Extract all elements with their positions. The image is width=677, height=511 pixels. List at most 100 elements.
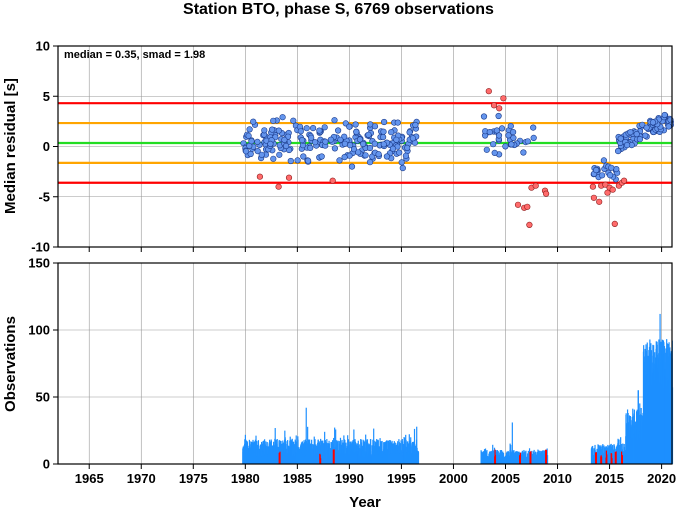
residual-point-inlier <box>371 140 378 147</box>
residual-point-inlier <box>649 119 657 126</box>
observations-bar-outlier <box>600 456 603 464</box>
residual-point-inlier <box>287 157 294 165</box>
residual-point-inlier <box>308 134 315 141</box>
observations-y-tick-label: 100 <box>28 323 50 338</box>
residual-annotation: median = 0.35, smad = 1.98 <box>64 49 205 61</box>
residual-point-inlier <box>633 131 640 138</box>
residual-point-outlier <box>275 183 282 190</box>
residual-point-inlier <box>290 117 297 124</box>
residual-point-inlier <box>335 127 342 134</box>
residual-point-inlier <box>267 140 274 147</box>
residual-point-inlier <box>348 163 356 170</box>
residual-points <box>240 88 675 228</box>
observations-bar-outlier <box>621 455 624 464</box>
observations-x-tick-label: 1970 <box>127 471 156 486</box>
residual-y-tick-label: 10 <box>36 39 50 54</box>
residual-point-inlier <box>250 118 257 125</box>
residual-point-inlier <box>270 155 277 162</box>
observations-x-tick-label: 1990 <box>335 471 364 486</box>
residual-point-inlier <box>375 151 382 158</box>
residual-point-outlier <box>609 186 616 193</box>
residual-point-inlier <box>261 127 268 134</box>
residual-point-inlier <box>505 132 512 139</box>
observations-x-tick-label: 1980 <box>231 471 260 486</box>
residual-point-inlier <box>327 136 335 143</box>
observations-bar-outlier <box>606 454 608 464</box>
residual-point-inlier <box>642 132 649 139</box>
residual-point-outlier <box>590 194 598 201</box>
residual-point-inlier <box>406 129 413 136</box>
observations-bar-outlier <box>611 458 613 464</box>
residual-point-inlier <box>394 119 401 126</box>
observations-bar <box>597 444 599 464</box>
residual-y-tick-label: -10 <box>31 240 50 255</box>
residual-point-inlier <box>483 146 490 153</box>
residual-point-inlier <box>530 134 537 141</box>
residual-point-inlier <box>608 164 615 171</box>
residual-point-outlier <box>611 220 618 227</box>
residual-point-inlier <box>380 141 387 148</box>
residual-point-inlier <box>371 123 379 130</box>
residual-point-inlier <box>279 114 286 121</box>
observations-bar-outlier <box>279 451 281 464</box>
observations-bar-outlier <box>614 451 616 464</box>
observations-bar <box>602 444 604 464</box>
residual-point-inlier <box>402 152 410 159</box>
residual-point-inlier <box>480 113 488 120</box>
residual-point-inlier <box>360 140 367 148</box>
residual-point-inlier <box>336 157 343 164</box>
residual-point-inlier <box>356 136 364 143</box>
residual-point-inlier <box>331 145 339 152</box>
residual-point-outlier <box>602 181 609 188</box>
residual-x-tick-marks <box>88 247 663 252</box>
observations-y-axis-label: Observations <box>2 316 19 412</box>
residual-point-inlier <box>270 117 277 124</box>
observations-y-ticks: 150 100 50 0 <box>28 256 58 472</box>
residual-point-inlier <box>366 144 374 152</box>
residual-point-outlier <box>542 190 550 197</box>
residual-point-inlier <box>623 142 631 149</box>
residual-point-outlier <box>532 182 539 189</box>
residual-point-outlier <box>285 174 293 181</box>
residual-point-inlier <box>346 123 353 130</box>
residual-y-tick-label: -5 <box>38 189 50 204</box>
residual-point-outlier <box>490 102 498 109</box>
residual-point-inlier <box>353 128 360 135</box>
observations-bar <box>270 440 273 464</box>
residual-point-inlier <box>661 111 668 119</box>
residual-point-inlier <box>388 129 395 136</box>
residual-point-outlier <box>496 105 503 112</box>
chart-title: Station BTO, phase S, 6769 observations <box>183 1 494 18</box>
observations-bar <box>511 422 513 464</box>
residual-point-inlier <box>486 129 493 136</box>
observations-y-tick-label: 150 <box>28 256 50 271</box>
observations-x-tick-label: 1975 <box>179 471 208 486</box>
residual-point-inlier <box>530 124 537 131</box>
residual-point-inlier <box>366 159 374 166</box>
residual-point-inlier <box>507 122 514 130</box>
observations-bar-outlier <box>333 449 335 464</box>
residual-point-inlier <box>381 118 388 126</box>
residual-point-inlier <box>598 172 606 179</box>
residual-point-inlier <box>389 145 397 152</box>
observations-bar <box>320 441 323 464</box>
residual-point-inlier <box>254 148 261 155</box>
observations-bar <box>546 455 549 464</box>
residual-point-inlier <box>636 136 644 143</box>
observations-bar <box>334 427 336 464</box>
residual-point-inlier <box>248 138 255 145</box>
observations-x-tick-label: 1985 <box>283 471 312 486</box>
residual-point-inlier <box>355 149 362 156</box>
residual-point-inlier <box>310 125 317 132</box>
residual-point-inlier <box>283 142 290 150</box>
residual-point-inlier <box>399 165 406 172</box>
observations-y-tick-label: 50 <box>36 390 50 405</box>
observations-panel: 150 100 50 0 1965 1970 1975 1980 1985 1990 1995 20… <box>2 256 676 487</box>
residual-point-inlier <box>269 126 276 133</box>
residual-point-outlier <box>500 95 507 102</box>
residual-point-inlier <box>337 136 344 143</box>
observations-x-tick-label: 2000 <box>439 471 468 486</box>
observations-plot-frame <box>57 262 673 465</box>
residual-point-inlier <box>365 131 372 138</box>
